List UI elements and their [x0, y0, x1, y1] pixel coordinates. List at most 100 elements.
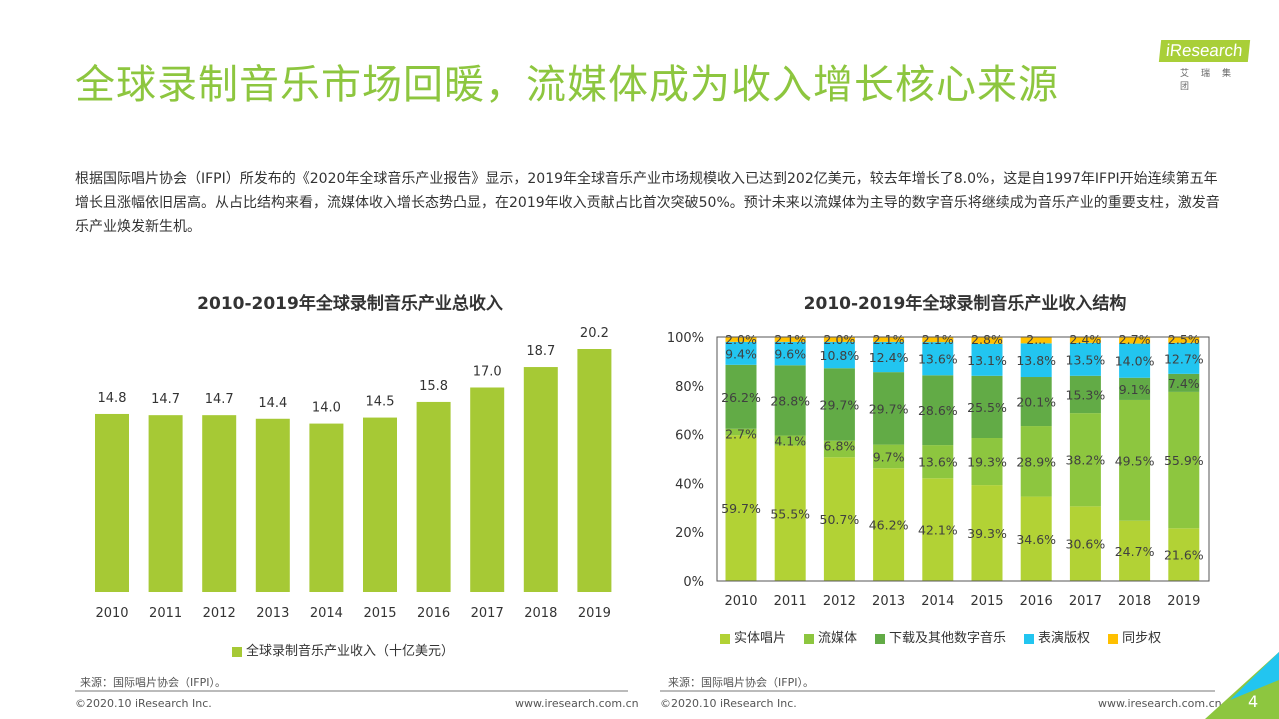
segment-2017-3	[1069, 342, 1101, 376]
legend-swatch	[720, 633, 730, 644]
data-label-2012-1: 6.8%	[824, 439, 856, 454]
chart2-title: 2010-2019年全球录制音乐产业收入结构	[803, 294, 1127, 314]
x-tick-2013: 2013	[872, 594, 905, 609]
source-note-right: 来源：国际唱片协会（IFPI）。	[668, 676, 814, 689]
data-label-2012: 14.7	[205, 392, 234, 407]
bar-2013	[255, 418, 290, 592]
data-label-2019-1: 55.9%	[1164, 453, 1204, 468]
x-tick-2012: 2012	[823, 594, 856, 609]
x-tick-2015: 2015	[970, 594, 1003, 609]
segment-2013-3	[873, 341, 905, 373]
x-tick-2011: 2011	[774, 594, 807, 609]
page-number: 4	[1248, 692, 1259, 711]
chart2-legend: 实体唱片 流媒体 下载及其他数字音乐 表演版权 同步权	[720, 627, 1161, 646]
y-tick-80%: 80%	[675, 380, 704, 395]
chart1-legend: 全球录制音乐产业收入（十亿美元）	[232, 640, 454, 659]
footer-divider-left	[75, 690, 628, 692]
data-label-2013: 14.4	[258, 396, 287, 411]
y-tick-100%: 100%	[667, 331, 704, 346]
x-tick-2012: 2012	[203, 606, 236, 621]
x-tick-2018: 2018	[524, 606, 557, 621]
segment-2018-1	[1119, 399, 1151, 521]
data-label-2016-0: 34.6%	[1016, 532, 1056, 547]
x-tick-2018: 2018	[1118, 594, 1151, 609]
segment-2016-4	[1020, 337, 1052, 344]
segment-2013-2	[873, 372, 905, 445]
chart1-title: 2010-2019年全球录制音乐产业总收入	[197, 294, 503, 314]
data-label-2014-3: 13.6%	[918, 352, 958, 367]
segment-2010-1	[725, 428, 757, 436]
data-label-2015-1: 19.3%	[967, 455, 1007, 470]
y-tick-60%: 60%	[675, 429, 704, 444]
data-label-2017-0: 30.6%	[1066, 537, 1106, 552]
data-label-2014-4: 2.1%	[922, 332, 954, 347]
data-label-2019-3: 12.7%	[1164, 351, 1204, 366]
segment-2019-0	[1168, 528, 1200, 581]
x-tick-2013: 2013	[256, 606, 289, 621]
url-left: www.iresearch.com.cn	[515, 697, 639, 710]
legend-swatch	[1108, 633, 1119, 644]
data-label-2018-1: 49.5%	[1115, 453, 1155, 468]
legend-swatch	[875, 633, 886, 644]
data-label-2011-1: 4.1%	[774, 434, 806, 449]
source-note-left: 来源：国际唱片协会（IFPI）。	[80, 676, 226, 689]
data-label-2012-3: 10.8%	[820, 348, 860, 363]
legend-item: 实体唱片	[720, 627, 786, 646]
data-label-2010-3: 9.4%	[725, 346, 757, 361]
legend-swatch	[804, 633, 815, 644]
segment-2015-1	[971, 438, 1003, 486]
legend-item: 流媒体	[804, 627, 857, 646]
bar-2016	[416, 401, 451, 592]
segment-2011-1	[774, 435, 806, 446]
segment-2011-0	[774, 445, 806, 581]
data-label-2015-3: 13.1%	[967, 353, 1007, 368]
data-label-2011-3: 9.6%	[774, 347, 806, 362]
segment-2013-4	[873, 336, 905, 342]
segment-2011-3	[774, 341, 806, 366]
data-label-2011-2: 28.8%	[770, 393, 810, 408]
segment-2014-2	[922, 375, 954, 446]
data-label-2010-1: 2.7%	[725, 427, 757, 442]
data-label-2010-4: 2.0%	[725, 332, 757, 347]
data-label-2016: 15.8	[419, 379, 448, 394]
y-tick-20%: 20%	[675, 526, 704, 541]
data-label-2016-3: 13.8%	[1016, 353, 1056, 368]
data-label-2013-0: 46.2%	[869, 518, 909, 533]
copyright-left: ©2020.10 iResearch Inc.	[75, 697, 212, 710]
data-label-2018-4: 2.7%	[1119, 332, 1151, 347]
segment-2014-1	[922, 445, 954, 479]
segment-2015-3	[971, 343, 1003, 376]
segment-2013-0	[873, 468, 905, 581]
x-tick-2015: 2015	[363, 606, 396, 621]
data-label-2015-2: 25.5%	[967, 400, 1007, 415]
data-label-2017-1: 38.2%	[1066, 453, 1106, 468]
segment-2016-0	[1020, 496, 1052, 581]
x-tick-2014: 2014	[921, 594, 954, 609]
legend-item: 表演版权	[1024, 627, 1090, 646]
page-title: 全球录制音乐市场回暖，流媒体成为收入增长核心来源	[75, 62, 1059, 108]
segment-2010-0	[725, 435, 757, 581]
x-tick-2010: 2010	[95, 606, 128, 621]
x-tick-2016: 2016	[417, 606, 450, 621]
bar-2018	[523, 367, 558, 592]
segment-2012-4	[823, 337, 855, 342]
bar-2010	[95, 413, 129, 592]
data-label-2014-1: 13.6%	[918, 455, 958, 470]
legend-label: 表演版权	[1038, 631, 1091, 646]
legend-label: 全球录制音乐产业收入（十亿美元）	[246, 644, 455, 659]
data-label-2012-4: 2.0%	[824, 332, 856, 347]
segment-2017-0	[1069, 506, 1101, 581]
segment-2012-0	[823, 457, 855, 581]
segment-2014-3	[922, 342, 954, 376]
data-label-2017: 17.0	[473, 364, 502, 379]
data-label-2017-3: 13.5%	[1066, 352, 1106, 367]
segment-2017-4	[1069, 337, 1101, 343]
x-tick-2019: 2019	[1167, 594, 1200, 609]
segment-2017-1	[1069, 413, 1101, 507]
segment-2019-3	[1168, 342, 1200, 374]
data-label-2019-0: 21.6%	[1164, 548, 1204, 563]
data-label-2013-4: 2.1%	[873, 332, 905, 347]
segment-2010-2	[725, 364, 757, 429]
segment-2015-0	[971, 485, 1003, 581]
